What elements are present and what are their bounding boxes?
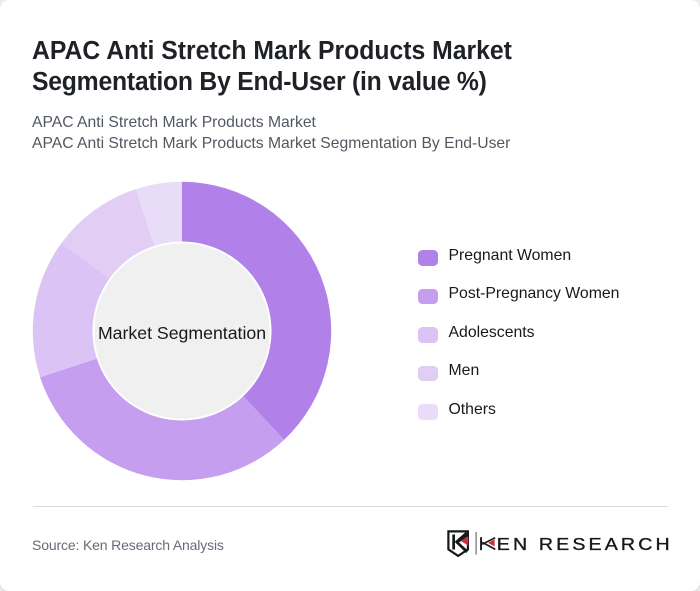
- svg-text:EN RESEARCH: EN RESEARCH: [497, 534, 673, 554]
